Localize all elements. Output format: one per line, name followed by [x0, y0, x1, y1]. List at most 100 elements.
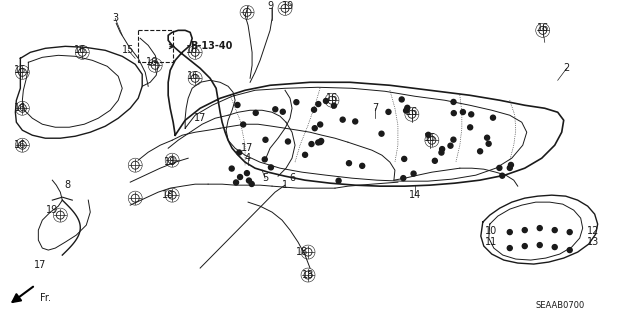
Circle shape: [273, 107, 278, 112]
Text: 3: 3: [112, 13, 118, 23]
Circle shape: [303, 152, 308, 157]
Text: SEAAB0700: SEAAB0700: [535, 300, 584, 309]
Circle shape: [508, 246, 512, 251]
Circle shape: [235, 102, 240, 108]
Circle shape: [411, 171, 416, 176]
Circle shape: [508, 230, 512, 234]
Circle shape: [451, 100, 456, 104]
Circle shape: [448, 143, 453, 148]
Circle shape: [399, 97, 404, 102]
Text: 16: 16: [14, 140, 26, 150]
Text: 6: 6: [289, 173, 295, 183]
Circle shape: [246, 178, 252, 183]
Bar: [138, 30, 173, 62]
Circle shape: [237, 150, 242, 155]
Text: B-13-40: B-13-40: [190, 41, 232, 51]
Circle shape: [508, 166, 512, 170]
Text: 16: 16: [186, 45, 198, 55]
Circle shape: [312, 126, 317, 131]
Circle shape: [353, 119, 358, 124]
Text: 15: 15: [122, 45, 134, 55]
Circle shape: [477, 149, 483, 154]
Circle shape: [294, 100, 299, 105]
Text: Fr.: Fr.: [40, 293, 51, 303]
Circle shape: [379, 131, 384, 136]
Text: 11: 11: [484, 237, 497, 247]
Circle shape: [439, 150, 444, 155]
Circle shape: [468, 125, 473, 130]
Circle shape: [316, 140, 321, 145]
Circle shape: [285, 139, 291, 144]
Circle shape: [486, 141, 491, 146]
Circle shape: [253, 110, 258, 115]
Circle shape: [537, 242, 542, 248]
Text: 19: 19: [282, 1, 294, 11]
Circle shape: [508, 162, 513, 167]
Circle shape: [316, 101, 321, 107]
Text: 19: 19: [46, 205, 58, 215]
Circle shape: [312, 107, 317, 112]
Circle shape: [451, 111, 456, 115]
Circle shape: [346, 161, 351, 166]
Text: 16: 16: [14, 103, 26, 113]
Text: 16: 16: [187, 71, 199, 81]
Circle shape: [237, 174, 243, 180]
Text: 18: 18: [164, 157, 176, 167]
Circle shape: [249, 182, 254, 187]
Text: 7: 7: [372, 103, 378, 113]
Circle shape: [468, 112, 474, 117]
Text: 14: 14: [409, 190, 421, 200]
Circle shape: [229, 166, 234, 171]
Circle shape: [500, 173, 505, 178]
Circle shape: [567, 248, 572, 253]
Circle shape: [522, 244, 527, 249]
Circle shape: [340, 117, 345, 122]
Text: 16: 16: [406, 107, 418, 117]
Text: 16: 16: [536, 23, 549, 33]
Circle shape: [426, 132, 431, 137]
Circle shape: [440, 147, 445, 152]
Circle shape: [319, 138, 324, 144]
Circle shape: [309, 142, 314, 146]
Text: 18: 18: [302, 270, 314, 280]
Circle shape: [552, 245, 557, 249]
Circle shape: [386, 109, 391, 115]
Circle shape: [262, 157, 268, 162]
Circle shape: [332, 103, 337, 108]
Text: 8: 8: [64, 180, 70, 190]
Circle shape: [490, 115, 495, 120]
Circle shape: [280, 109, 285, 114]
Circle shape: [404, 108, 408, 113]
Circle shape: [522, 228, 527, 233]
Circle shape: [318, 139, 323, 145]
Text: 17: 17: [241, 143, 253, 153]
Text: 1: 1: [282, 180, 288, 190]
Circle shape: [244, 171, 250, 176]
Circle shape: [460, 109, 465, 115]
Circle shape: [323, 99, 328, 103]
Text: 16: 16: [146, 57, 158, 67]
Text: 13: 13: [586, 237, 599, 247]
Circle shape: [451, 137, 456, 142]
Circle shape: [360, 163, 365, 168]
Circle shape: [401, 176, 406, 181]
Circle shape: [241, 122, 246, 127]
Circle shape: [433, 158, 437, 163]
Text: 17: 17: [194, 113, 206, 123]
Text: 17: 17: [34, 260, 47, 270]
Circle shape: [484, 135, 490, 140]
Text: 16: 16: [326, 93, 338, 103]
Circle shape: [268, 165, 273, 170]
Circle shape: [234, 180, 239, 185]
Circle shape: [402, 156, 406, 161]
Circle shape: [317, 122, 323, 127]
Text: 12: 12: [586, 226, 599, 236]
Circle shape: [552, 228, 557, 233]
Text: 18: 18: [296, 247, 308, 257]
Text: 9: 9: [267, 1, 273, 11]
Text: 4: 4: [245, 153, 251, 163]
Circle shape: [567, 230, 572, 234]
Circle shape: [537, 226, 542, 231]
Circle shape: [405, 105, 410, 110]
Text: 18: 18: [162, 190, 174, 200]
